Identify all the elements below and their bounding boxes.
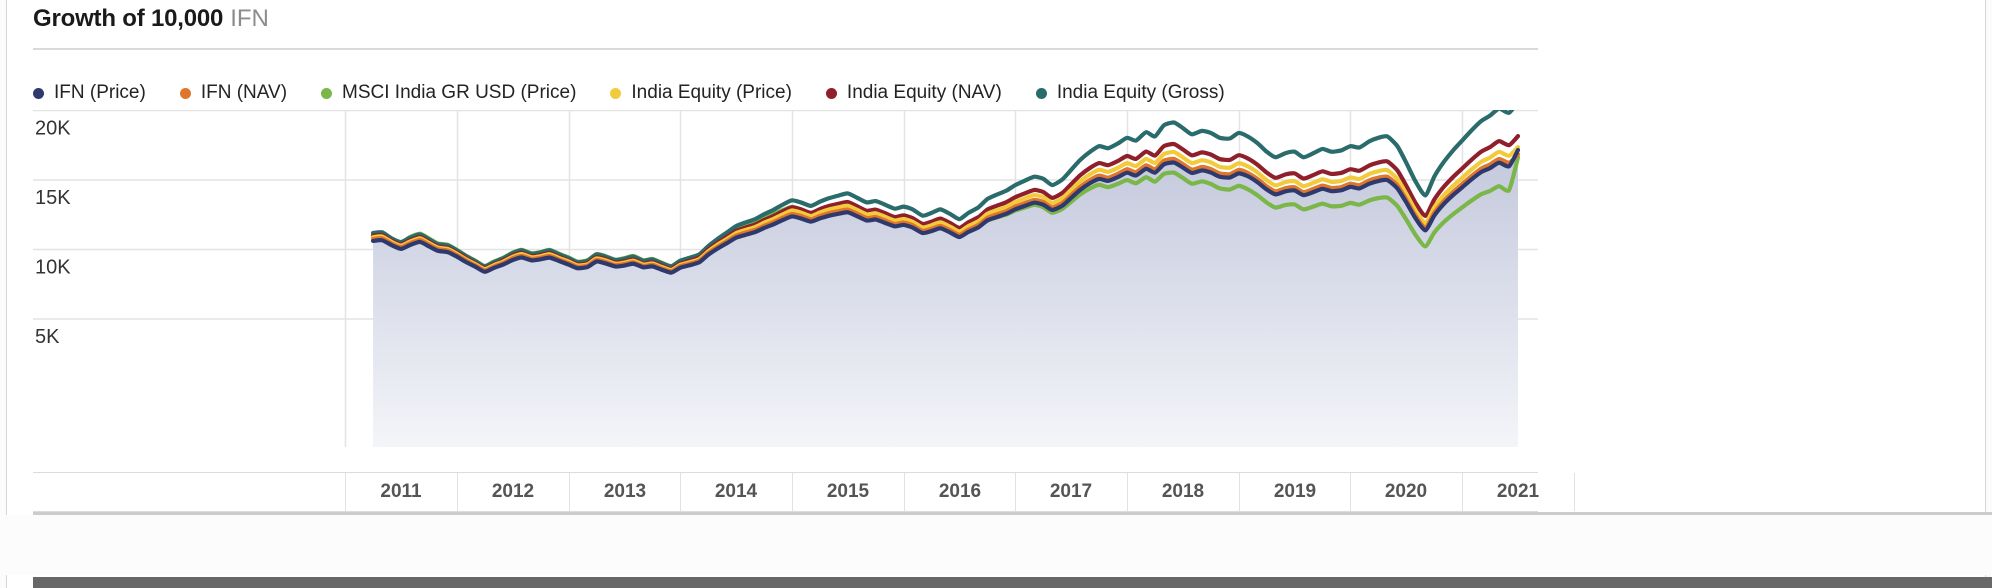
legend-item[interactable]: IFN (Price) xyxy=(33,82,146,104)
x-axis-tick-label: 2020 xyxy=(1384,481,1428,502)
x-axis-separator xyxy=(1574,473,1575,511)
title-divider xyxy=(33,48,1538,50)
x-axis-tick-label: 2016 xyxy=(938,481,982,502)
page-title: Growth of 10,000 IFN xyxy=(33,4,269,34)
x-axis-tick-label: 2018 xyxy=(1161,481,1205,502)
x-axis-tick-label: 2021 xyxy=(1496,481,1540,502)
x-axis-separator xyxy=(1127,473,1128,511)
page-title-ticker: IFN xyxy=(230,5,269,32)
legend-swatch-icon xyxy=(33,87,44,99)
x-axis-tick-label: 2011 xyxy=(380,481,422,502)
x-axis-tick-label: 2013 xyxy=(603,481,647,502)
y-axis-tick-label: 20K xyxy=(35,118,71,140)
legend-item-label: IFN (NAV) xyxy=(200,82,288,103)
page-left-rail xyxy=(0,0,7,588)
chart-x-axis: 2011 2012 2013 2014 2015 2016 2017 2018 2019 2020… xyxy=(33,472,1575,512)
chart-plot-area: 20K 15K 10K 5K xyxy=(33,110,1538,472)
x-axis-separator xyxy=(569,473,570,511)
legend-item[interactable]: India Equity (Price) xyxy=(610,82,792,104)
chart-series-group xyxy=(370,110,1521,447)
x-axis-separator xyxy=(457,473,458,511)
x-axis-separator xyxy=(792,473,793,511)
x-axis-separator xyxy=(680,473,681,511)
legend-item-label: IFN (Price) xyxy=(54,82,146,103)
legend-swatch-icon xyxy=(610,87,622,99)
footer-divider xyxy=(33,512,1992,515)
legend-item[interactable]: India Equity (Gross) xyxy=(1035,82,1225,104)
chart-series-line xyxy=(370,147,1521,275)
chart-area-fill xyxy=(373,150,1518,447)
legend-item-label: India Equity (Gross) xyxy=(1056,82,1225,103)
x-axis-tick-label: 2014 xyxy=(714,481,758,502)
x-axis-separator xyxy=(904,473,905,511)
page-right-rail xyxy=(1985,0,1992,588)
footer-bar xyxy=(33,577,1992,588)
x-axis-separator xyxy=(1015,473,1016,511)
x-axis-tick-label: 2015 xyxy=(826,481,870,502)
legend-item-label: India Equity (NAV) xyxy=(846,82,1002,103)
legend-item[interactable]: MSCI India GR USD (Price) xyxy=(321,82,576,104)
y-axis-tick-label: 5K xyxy=(35,326,60,348)
x-axis-separator xyxy=(345,473,346,511)
y-axis-tick-label: 10K xyxy=(35,257,71,279)
x-axis-tick-label: 2019 xyxy=(1273,481,1317,502)
y-axis-tick-label: 15K xyxy=(35,187,71,209)
chart-legend: IFN (Price) IFN (NAV) MSCI India GR USD (P… xyxy=(33,78,1259,108)
legend-item[interactable]: IFN (NAV) xyxy=(179,82,288,104)
legend-item-label: MSCI India GR USD (Price) xyxy=(342,82,577,103)
legend-swatch-icon xyxy=(825,87,837,99)
page-title-main: Growth of 10,000 xyxy=(33,5,224,32)
footer-band xyxy=(0,515,1992,575)
x-axis-separator xyxy=(1462,473,1463,511)
x-axis-tick-label: 2012 xyxy=(491,481,535,502)
legend-item[interactable]: India Equity (NAV) xyxy=(825,82,1002,104)
legend-item-label: India Equity (Price) xyxy=(631,82,792,103)
legend-swatch-icon xyxy=(321,87,333,99)
chart-series-line xyxy=(370,110,1515,269)
x-axis-tick-label: 2017 xyxy=(1049,481,1093,502)
growth-of-10000-line-chart: 20K 15K 10K 5K xyxy=(33,110,1538,447)
legend-swatch-icon xyxy=(179,87,191,99)
x-axis-separator xyxy=(1239,473,1240,511)
legend-swatch-icon xyxy=(1035,87,1047,99)
x-axis-separator xyxy=(1350,473,1351,511)
